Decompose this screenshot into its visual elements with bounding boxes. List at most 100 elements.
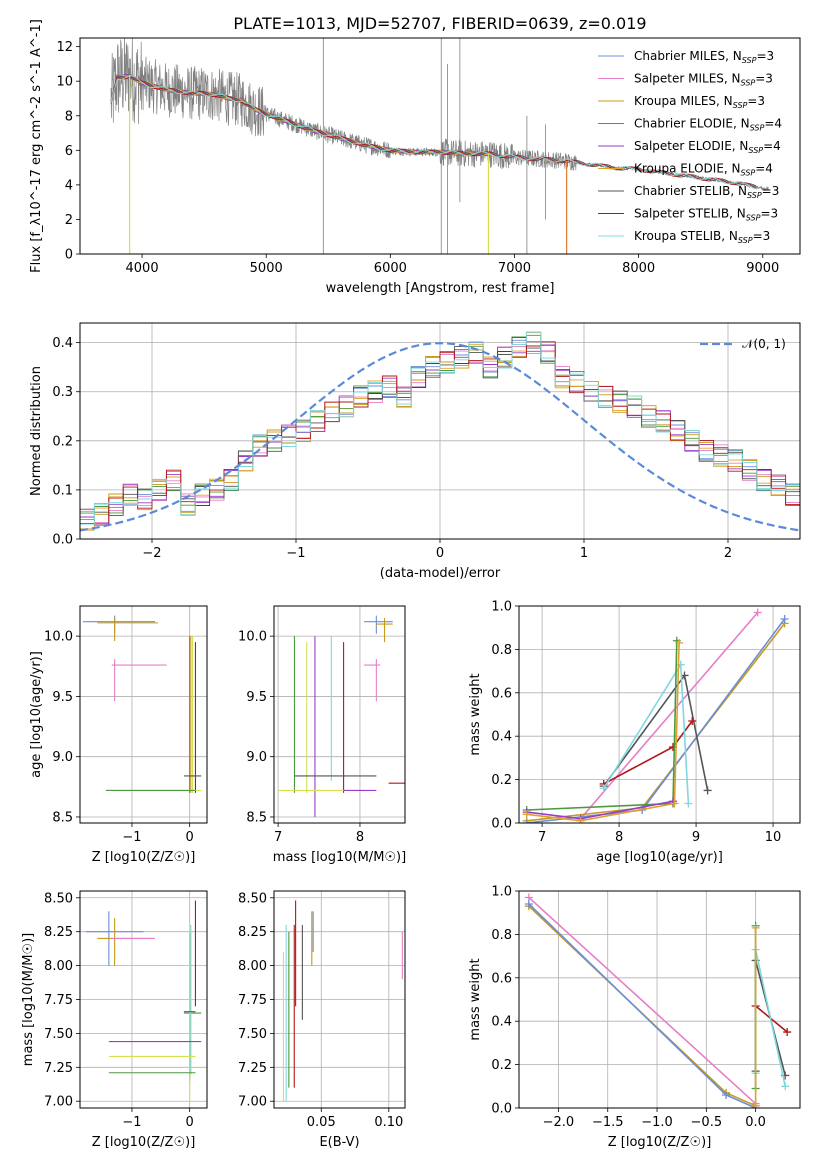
y-tick-label: 0.4 [52, 336, 73, 351]
y-tick-label: 4 [65, 178, 73, 193]
legend-text: Salpeter STELIB, N [634, 207, 746, 221]
y-axis-label: age [log10(age/yr)] [29, 651, 44, 778]
y-tick-label: 0.4 [491, 730, 512, 745]
legend-label: Salpeter STELIB, NSSP=3 [634, 207, 778, 223]
weight-marker [751, 1101, 760, 1108]
weight-marker [599, 784, 608, 793]
legend-label: Chabrier MILES, NSSP=3 [634, 49, 774, 65]
y-tick-label: 7.25 [44, 1061, 73, 1076]
y-tick-label: 8.5 [246, 810, 267, 825]
x-axis-label: E(B-V) [319, 1135, 359, 1150]
y-tick-label: 0.8 [491, 928, 512, 943]
x-tick-label: 7 [274, 830, 282, 845]
x-tick-label: 0.10 [374, 1115, 403, 1130]
legend-text: Salpeter MILES, N [634, 72, 741, 86]
mass-vs-ebv-panel: 0.05 0.10 7.00 7.25 7.50 7.75 8.00 8.25 8.50 E(B-… [238, 890, 406, 1150]
model-kroupa-elodie [110, 74, 490, 157]
weight-marker [524, 900, 533, 909]
x-tick-label: 9000 [746, 261, 779, 276]
mass-vs-Z-plot-area [85, 900, 202, 1102]
legend-subscript: SSP [741, 79, 756, 88]
weight-line-kroupa-stelib [754, 949, 786, 1087]
legend-text: Kroupa ELODIE, N [634, 162, 741, 176]
y-tick-label: 1.0 [491, 600, 512, 615]
histogram-plot-area [80, 331, 800, 532]
x-tick-label: −1.0 [641, 1115, 673, 1130]
x-tick-label: 7000 [498, 261, 531, 276]
y-axis-label: Normed distribution [29, 366, 44, 496]
y-tick-label: 12 [56, 40, 73, 55]
y-tick-label: 0.2 [491, 773, 512, 788]
model-chabrier-stelib [110, 75, 757, 187]
y-tick-label: 0.0 [491, 1102, 512, 1117]
weight-marker [753, 608, 762, 617]
y-tick-label: 0.0 [52, 533, 73, 548]
legend-text: Kroupa STELIB, N [634, 229, 738, 243]
legend-value: =4 [755, 162, 773, 176]
y-tick-label: 9.0 [246, 750, 267, 765]
weight-line-chabrier-elodie [526, 640, 678, 811]
y-tick-label: 0.1 [52, 483, 73, 498]
weight-vs-age-plot-area [522, 608, 789, 823]
x-tick-label: 7 [538, 830, 546, 845]
legend-subscript: SSP [738, 236, 753, 245]
normal-curve [80, 342, 800, 532]
y-tick-label: 7.25 [238, 1061, 267, 1076]
axes-frame [79, 605, 208, 824]
legend-value: =4 [764, 117, 782, 131]
y-tick-label: 0.0 [491, 817, 512, 832]
legend-label: Salpeter MILES, NSSP=3 [634, 72, 773, 88]
x-tick-label: 1 [580, 546, 588, 561]
x-axis-label: Z [log10(Z/Z☉)] [608, 1135, 712, 1150]
weight-marker [670, 799, 679, 808]
weight-marker [684, 799, 693, 808]
weight-marker [780, 615, 789, 624]
legend-text: Kroupa MILES, N [634, 94, 733, 108]
y-tick-label: 10.0 [44, 630, 73, 645]
x-tick-label: 2 [724, 546, 732, 561]
weight-marker [783, 1028, 792, 1037]
x-tick-label: 0 [436, 546, 444, 561]
y-tick-label: 9.5 [52, 690, 73, 705]
legend-text: Salpeter ELODIE, N [634, 139, 748, 153]
legend-label: Kroupa MILES, NSSP=3 [634, 94, 765, 110]
y-tick-label: 8.50 [238, 891, 267, 906]
histogram-kroupa-stelib [80, 332, 800, 525]
x-axis-label: wavelength [Angstrom, rest frame] [326, 281, 555, 296]
x-tick-label: −1 [122, 1115, 141, 1130]
weight-marker [751, 923, 760, 932]
x-tick-label: 8 [615, 830, 623, 845]
weight-marker [675, 638, 684, 647]
x-tick-label: 8000 [622, 261, 655, 276]
x-tick-label: 9 [692, 830, 700, 845]
y-axis-label: mass [log10(M/M☉)] [21, 933, 36, 1066]
x-axis-label: mass [log10(M/M☉)] [273, 850, 406, 865]
histogram-chabrier-miles [80, 335, 800, 520]
y-tick-label: 8.00 [44, 959, 73, 974]
legend-value: =3 [753, 229, 771, 243]
x-axis-label: (data-model)/error [380, 566, 501, 581]
axes-frame [273, 605, 406, 824]
x-axis-label: age [log10(age/yr)] [596, 850, 723, 865]
x-tick-label: 0.05 [307, 1115, 336, 1130]
axes-frame [79, 37, 801, 255]
y-tick-label: 8.5 [52, 810, 73, 825]
y-tick-label: 0.2 [491, 1058, 512, 1073]
x-tick-label: −1 [122, 830, 141, 845]
weight-marker [781, 1082, 790, 1091]
x-tick-label: −2 [142, 546, 161, 561]
x-tick-label: 8 [356, 830, 364, 845]
histogram-panel: −2 −1 0 1 2 0.0 0.1 0.2 0.3 0.4 (data-model)/error… [29, 322, 801, 581]
legend-text: Chabrier MILES, N [634, 49, 742, 63]
y-tick-label: 6 [65, 144, 73, 159]
legend-value: =3 [755, 72, 773, 86]
model-salpeter-stelib [110, 76, 757, 189]
x-tick-label: 4000 [126, 261, 159, 276]
x-tick-label: 5000 [250, 261, 283, 276]
x-axis-label: Z [log10(Z/Z☉)] [92, 1135, 196, 1150]
x-tick-label: 0 [186, 1115, 194, 1130]
y-tick-label: 7.50 [44, 1027, 73, 1042]
weight-marker [688, 717, 697, 726]
weight-marker [722, 1090, 731, 1099]
x-tick-label: −0.5 [691, 1115, 723, 1130]
